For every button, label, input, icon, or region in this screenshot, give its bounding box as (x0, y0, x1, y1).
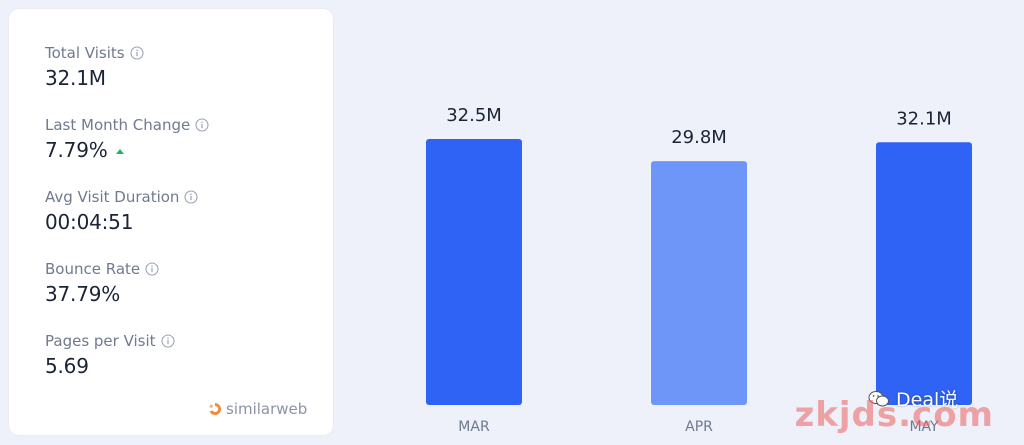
metric-label: Pages per Visit (45, 332, 156, 350)
wechat-label: Deal说 (896, 389, 959, 411)
metric-bounce-rate: Bounce Rate 37.79% (45, 260, 159, 306)
metric-value: 37.79% (45, 282, 121, 306)
metric-last-month-change: Last Month Change 7.79% (45, 116, 209, 162)
brand-name: similarweb (226, 400, 308, 418)
metric-label: Total Visits (45, 44, 125, 62)
info-icon[interactable] (145, 262, 159, 276)
trend-up-icon (115, 148, 124, 154)
stats-card: Total Visits 32.1M Last Month Change 7.7… (9, 9, 333, 435)
info-icon[interactable] (184, 190, 198, 204)
bar-value-label: 29.8M (671, 127, 727, 148)
category-label: APR (685, 419, 713, 435)
info-icon[interactable] (195, 118, 209, 132)
metric-value: 00:04:51 (45, 210, 134, 234)
chart-svg: 32.5M MAR 29.8M APR 32.1M MAY (426, 105, 972, 435)
similarweb-brand: similarweb (208, 400, 307, 418)
bar-value-label: 32.5M (446, 105, 502, 126)
metric-label: Last Month Change (45, 116, 191, 134)
metric-total-visits: Total Visits 32.1M (45, 44, 144, 90)
metric-label: Bounce Rate (45, 260, 141, 278)
category-label: MAR (458, 419, 490, 435)
bar-mar[interactable] (426, 139, 522, 405)
category-label: MAY (909, 419, 939, 435)
visits-bar-chart: 32.5M MAR 29.8M APR 32.1M MAY (336, 0, 1024, 445)
metric-value: 7.79% (45, 138, 108, 162)
info-icon[interactable] (160, 334, 175, 348)
metric-avg-visit-duration: Avg Visit Duration 00:04:51 (45, 188, 198, 234)
bar-apr[interactable] (651, 161, 747, 405)
metric-value: 5.69 (45, 354, 89, 378)
bar-may[interactable] (876, 142, 972, 405)
metric-value: 32.1M (45, 66, 106, 90)
wechat-icon (868, 390, 889, 406)
similarweb-logo-icon (209, 403, 222, 415)
metric-label: Avg Visit Duration (45, 188, 180, 206)
wechat-account-tag: Deal说 (868, 385, 958, 412)
metric-pages-per-visit: Pages per Visit 5.69 (45, 332, 175, 378)
bar-value-label: 32.1M (896, 108, 952, 129)
info-icon[interactable] (130, 46, 144, 60)
